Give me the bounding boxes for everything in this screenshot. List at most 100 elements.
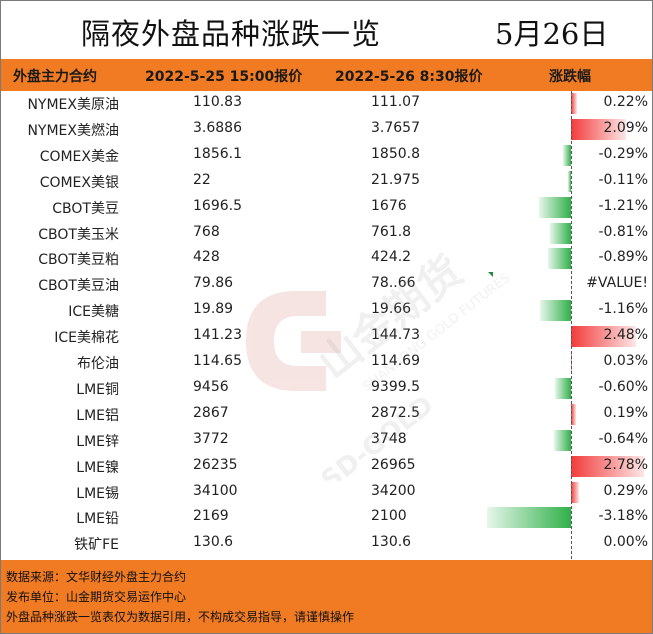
price-b: 2872.5 [371,404,420,421]
table-row: NYMEX美燃油 3.6886 3.7657 2.09% [1,117,652,142]
change-percent: #VALUE! [586,275,648,292]
table-row: ICE美糖 19.89 19.66 -1.16% [1,298,652,323]
change-bar-area [489,169,646,194]
change-bar-area [489,91,646,116]
table-row: LME镍 26235 26965 2.78% [1,454,652,479]
change-percent: -0.11% [598,171,648,188]
change-percent: 0.00% [603,534,648,551]
price-a: 19.89 [193,301,234,318]
change-bar [540,300,571,322]
price-a: 3.6886 [193,119,242,136]
price-a: 3772 [193,430,229,447]
contract-name: LME铝 [76,407,119,424]
price-a: 428 [193,249,220,266]
change-percent: 0.29% [603,482,648,499]
table-row: LME锌 3772 3748 -0.64% [1,428,652,453]
change-bar-area [489,246,646,271]
price-a: 1696.5 [193,197,242,214]
price-b: 1850.8 [371,145,420,162]
table-row: NYMEX美原油 110.83 111.07 0.22% [1,91,652,116]
contract-name: LME锡 [76,485,119,502]
change-bar-area [489,221,646,246]
price-b: 130.6 [371,534,412,551]
change-bar [549,222,571,244]
price-b: 21.975 [371,171,420,188]
change-percent: -0.64% [598,430,648,447]
change-percent: 2.48% [603,327,648,344]
title-bar: 隔夜外盘品种涨跌一览 5月26日 [1,1,652,59]
change-percent: 2.09% [603,119,648,136]
change-bar-area [489,480,646,505]
change-percent: 0.19% [603,404,648,421]
table-row: LME铜 9456 9399.5 -0.60% [1,376,652,401]
price-b: 78..66 [371,275,416,292]
change-bar [571,93,577,114]
page-title: 隔夜外盘品种涨跌一览 [81,17,382,51]
change-bar-area [489,376,646,401]
footer-source: 数据来源：文华财经外盘主力合约 [6,570,187,584]
price-a: 22 [193,171,211,188]
contract-name: 铁矿FE [74,537,119,554]
contract-name: 布伦油 [77,356,119,372]
change-percent: -0.89% [598,249,648,266]
price-b: 114.69 [371,353,420,369]
change-percent: -1.16% [598,301,648,318]
price-a: 9456 [193,378,229,395]
price-b: 19.66 [371,301,412,318]
change-percent: 0.03% [603,353,648,369]
change-percent: -0.29% [598,145,648,162]
contract-name: NYMEX美燃油 [27,122,119,139]
header-price-a: 2022-5-25 15:00报价 [145,69,303,85]
price-a: 768 [193,223,220,240]
change-bar-area [489,143,646,168]
table-row: COMEX美银 22 21.975 -0.11% [1,169,652,194]
table-row: COMEX美金 1856.1 1850.8 -0.29% [1,143,652,168]
header-price-b: 2022-5-26 8:30报价 [335,69,483,85]
change-bar [554,429,571,451]
footer: 数据来源：文华财经外盘主力合约 发布单位：山金期货交易运作中心 外盘品种涨跌一览… [1,560,652,633]
price-a: 26235 [193,456,238,473]
table-header: 外盘主力合约 2022-5-25 15:00报价 2022-5-26 8:30报… [1,59,652,91]
change-bar-area [489,402,646,427]
price-a: 2169 [193,508,229,525]
contract-name: CBOT美玉米 [38,226,119,243]
change-bar-area [487,505,646,530]
change-bar [571,403,576,425]
price-a: 110.83 [193,94,242,110]
change-bar [571,481,579,503]
price-b: 2100 [371,508,407,525]
price-b: 34200 [371,482,416,499]
change-bar [487,507,571,529]
change-percent: -1.21% [598,197,648,214]
change-bar-area [489,428,646,453]
change-bar [555,377,571,399]
change-bar [571,118,626,140]
table-row: LME铅 2169 2100 -3.18% [1,505,652,530]
contract-name: LME镍 [76,459,119,476]
table-row: LME锡 34100 34200 0.29% [1,480,652,505]
change-bar [568,170,571,192]
price-b: 26965 [371,456,416,473]
table-row: ICE美棉花 141.23 144.73 2.48% [1,324,652,349]
header-change: 涨跌幅 [549,69,591,85]
contract-name: LME铜 [76,381,119,398]
table-row: 铁矿FE 130.6 130.6 0.00% [1,531,652,556]
price-b: 3748 [371,430,407,447]
contract-name: COMEX美金 [39,148,119,165]
change-bar-area [489,117,646,142]
price-a: 2867 [193,404,229,421]
change-percent: 2.78% [603,456,648,473]
table-row: CBOT美豆粕 428 424.2 -0.89% [1,246,652,271]
price-a: 34100 [193,482,238,499]
contract-name: ICE美糖 [68,304,119,321]
error-indicator-icon [488,272,493,277]
change-bar-area [489,195,646,220]
price-b: 761.8 [371,223,412,240]
table-row: 布伦油 114.65 114.69 0.03% [1,350,652,375]
price-a: 114.65 [193,353,242,369]
change-bar [539,196,571,218]
price-b: 3.7657 [371,119,420,136]
price-a: 1856.1 [193,145,242,162]
price-a: 130.6 [193,534,234,551]
footer-publisher: 发布单位：山金期货交易运作中心 [6,590,187,604]
